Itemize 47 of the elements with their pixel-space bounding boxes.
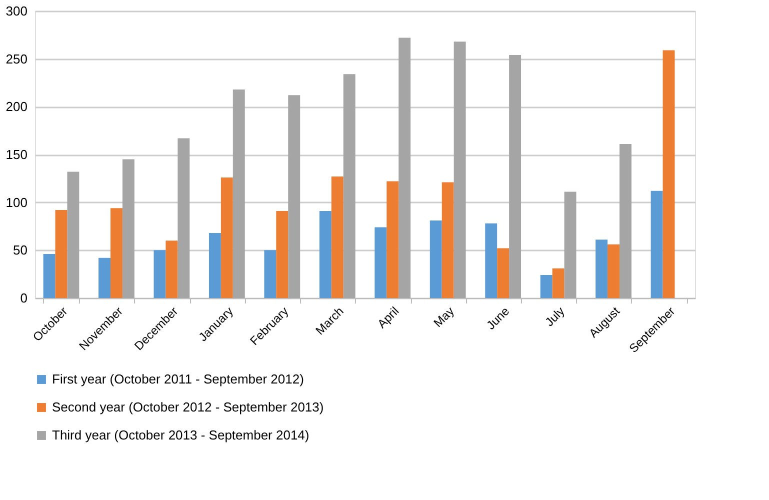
bar bbox=[122, 159, 134, 298]
bar bbox=[564, 192, 576, 298]
bar bbox=[497, 248, 510, 298]
x-tick-label: May bbox=[430, 304, 457, 330]
bar bbox=[98, 258, 110, 298]
y-tick-label: 200 bbox=[6, 99, 28, 114]
bar bbox=[620, 144, 632, 298]
bar bbox=[43, 254, 56, 298]
y-tick-label: 100 bbox=[6, 194, 28, 210]
bar bbox=[178, 138, 190, 298]
bar bbox=[509, 55, 522, 298]
bar bbox=[220, 177, 233, 298]
bar bbox=[398, 38, 411, 298]
bar bbox=[264, 250, 276, 298]
legend-label: Second year (October 2012 - September 2013) bbox=[52, 400, 324, 414]
bar bbox=[386, 181, 399, 298]
bar bbox=[650, 190, 663, 298]
bar bbox=[374, 227, 387, 298]
bar bbox=[485, 223, 498, 298]
bar bbox=[343, 74, 356, 298]
legend-label: Third year (October 2013 - September 2014) bbox=[52, 428, 310, 442]
y-tick-label: 50 bbox=[13, 242, 28, 258]
bar bbox=[319, 210, 332, 298]
bar bbox=[662, 50, 675, 298]
bar bbox=[540, 275, 552, 298]
bar bbox=[276, 210, 288, 298]
legend-label: First year (October 2011 - September 2012) bbox=[52, 372, 304, 386]
bar bbox=[208, 232, 221, 298]
bar bbox=[232, 89, 245, 298]
y-tick-label: 0 bbox=[20, 290, 28, 306]
bar bbox=[154, 250, 166, 298]
bar bbox=[288, 95, 300, 298]
y-tick-label: 300 bbox=[6, 4, 28, 18]
bar bbox=[55, 210, 68, 298]
bar bbox=[552, 268, 564, 298]
y-tick-label: 250 bbox=[6, 51, 28, 66]
bar bbox=[454, 42, 466, 298]
x-tick-label: July bbox=[542, 304, 568, 330]
bar bbox=[596, 240, 608, 298]
bar bbox=[331, 176, 344, 298]
bar bbox=[430, 220, 442, 298]
bar bbox=[110, 208, 122, 298]
bar bbox=[442, 182, 454, 298]
y-tick-label: 150 bbox=[6, 147, 28, 162]
bar bbox=[166, 240, 178, 298]
bar bbox=[67, 172, 80, 298]
bar bbox=[608, 244, 620, 298]
